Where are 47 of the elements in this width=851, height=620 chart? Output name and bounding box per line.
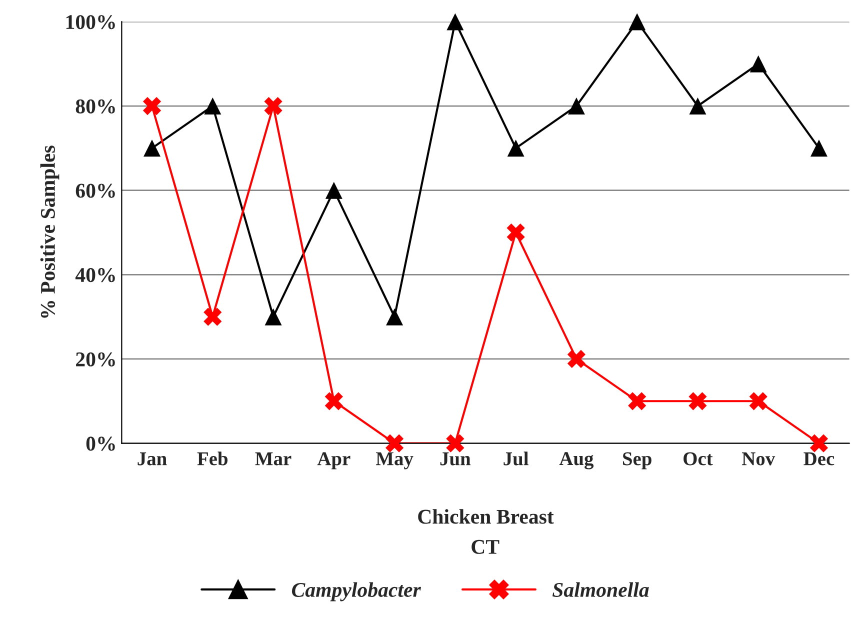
x-tick-label: Dec — [804, 452, 834, 466]
point — [204, 308, 222, 326]
point — [568, 98, 585, 115]
y-tick-label: 40% — [75, 268, 115, 282]
x-tick-label: May — [376, 452, 414, 470]
point — [204, 98, 222, 115]
point — [385, 434, 404, 452]
point — [810, 140, 828, 157]
point — [507, 140, 524, 157]
x-tick-label: Oct — [684, 452, 713, 466]
x-tick-label: Nov — [742, 452, 776, 466]
x-tick-label: Jun — [440, 452, 471, 466]
point — [749, 392, 768, 410]
point — [688, 392, 707, 410]
point — [446, 434, 464, 452]
y-tick-label: 20% — [76, 352, 115, 366]
point — [386, 308, 404, 326]
point — [446, 13, 464, 30]
point — [325, 182, 342, 199]
point — [264, 308, 282, 326]
point — [324, 392, 343, 410]
legend-label: Salmonella — [552, 582, 649, 597]
y-axis-title: % Positive Samples — [40, 146, 60, 318]
text: CT — [472, 540, 500, 554]
y-tick-label: 100% — [66, 15, 115, 30]
point — [810, 434, 828, 452]
x-axis-title: Chicken Breast — [418, 509, 554, 524]
y-tick-label: 60% — [76, 184, 115, 198]
x-tick-label: Sep — [622, 452, 652, 470]
x-tick-label: Feb — [197, 452, 228, 466]
point — [628, 392, 646, 410]
y-tick-label: 80% — [76, 99, 115, 114]
x-tick-label: Mar — [255, 452, 292, 466]
point — [506, 223, 525, 242]
x-tick-label: Apr — [317, 452, 350, 470]
point — [144, 140, 161, 157]
point — [689, 98, 706, 115]
point — [142, 96, 162, 116]
x-tick-label: Aug — [559, 452, 594, 470]
y-tick-label: 0% — [86, 436, 115, 451]
point — [567, 350, 586, 368]
point — [628, 13, 646, 30]
point — [264, 96, 282, 116]
x-tick-label: Jan — [138, 452, 167, 466]
point — [750, 55, 767, 72]
legend-label: Campylobacter — [292, 582, 422, 602]
x-tick-label: Jul — [504, 452, 528, 466]
